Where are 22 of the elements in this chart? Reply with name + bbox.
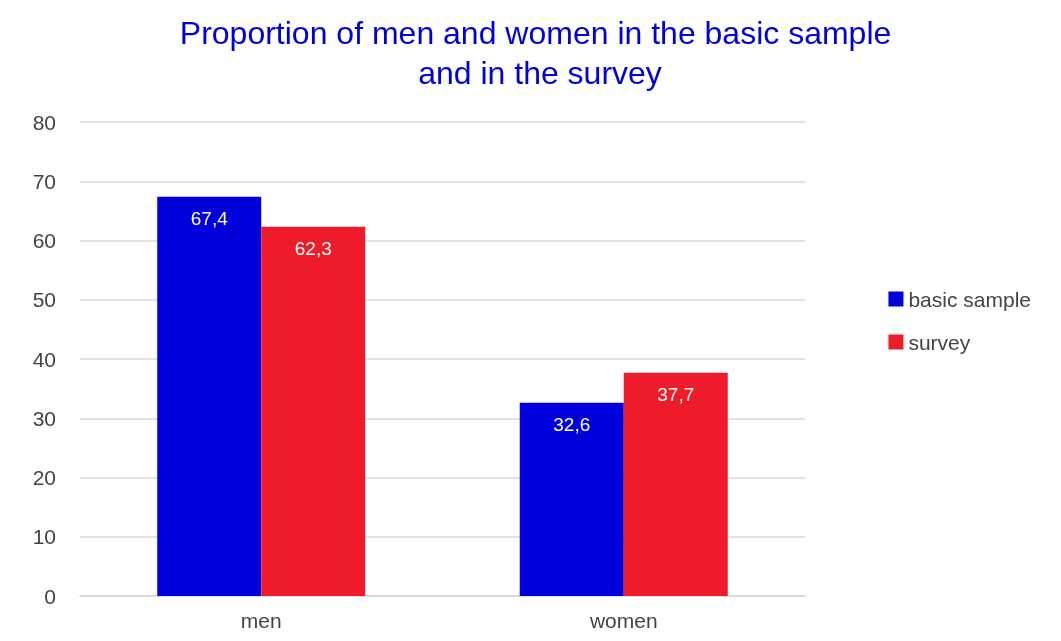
y-tick-label: 30 xyxy=(32,406,56,430)
data-label: 67,4 xyxy=(190,207,229,229)
y-tick-label: 80 xyxy=(32,110,56,134)
data-label: 37,7 xyxy=(657,383,695,405)
bar xyxy=(623,372,728,596)
bar xyxy=(519,402,624,596)
legend-label: survey xyxy=(908,330,971,354)
bar xyxy=(261,226,366,596)
y-tick-label: 60 xyxy=(32,229,56,252)
x-tick-label: men xyxy=(240,609,282,632)
y-tick-label: 10 xyxy=(32,525,56,549)
y-tick-label: 20 xyxy=(32,466,56,489)
y-tick-label: 0 xyxy=(44,584,56,608)
data-label: 62,3 xyxy=(294,237,332,259)
y-tick-label: 70 xyxy=(32,169,56,193)
x-tick-label: women xyxy=(588,609,658,632)
chart-title: Proportion of men and women in the basic sample and in the survey xyxy=(179,15,901,91)
y-tick-label: 50 xyxy=(32,288,56,312)
data-label: 32,6 xyxy=(553,413,591,435)
legend-label: basic sample xyxy=(908,287,1032,311)
y-tick-label: 40 xyxy=(32,347,56,371)
bar xyxy=(157,196,262,596)
